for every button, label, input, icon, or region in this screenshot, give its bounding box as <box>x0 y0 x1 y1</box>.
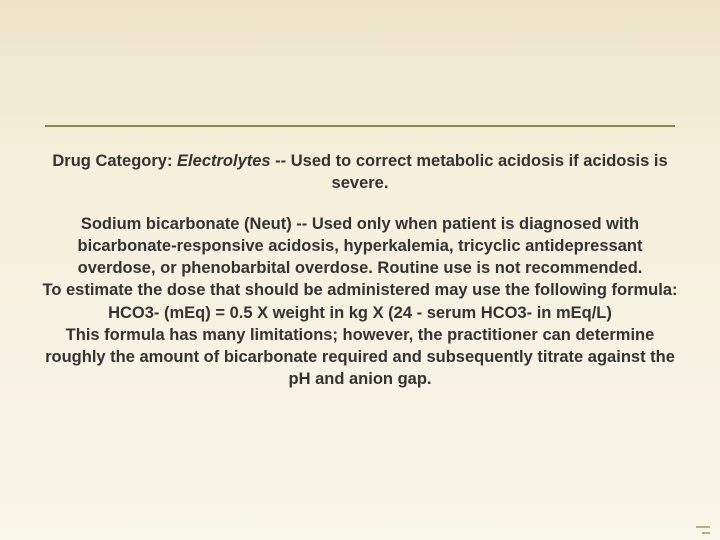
text-line-limitations: This formula has many limitations; howev… <box>40 324 680 391</box>
slide-container: Drug Category: Electrolytes -- Used to c… <box>0 0 720 540</box>
text-line-usage: Sodium bicarbonate (Neut) -- Used only w… <box>40 213 680 280</box>
text-category-italic: Electrolytes <box>177 152 271 170</box>
title-divider <box>45 125 675 127</box>
paragraph-drug-category: Drug Category: Electrolytes -- Used to c… <box>40 150 680 195</box>
slide-body-text: Drug Category: Electrolytes -- Used to c… <box>40 150 680 391</box>
text-line-formula: To estimate the dose that should be admi… <box>40 279 680 324</box>
text-suffix: -- Used to correct metabolic acidosis if… <box>271 152 668 192</box>
text-prefix: Drug Category: <box>52 152 177 170</box>
paragraph-sodium-bicarbonate: Sodium bicarbonate (Neut) -- Used only w… <box>40 213 680 391</box>
corner-decoration-icon <box>694 518 710 534</box>
